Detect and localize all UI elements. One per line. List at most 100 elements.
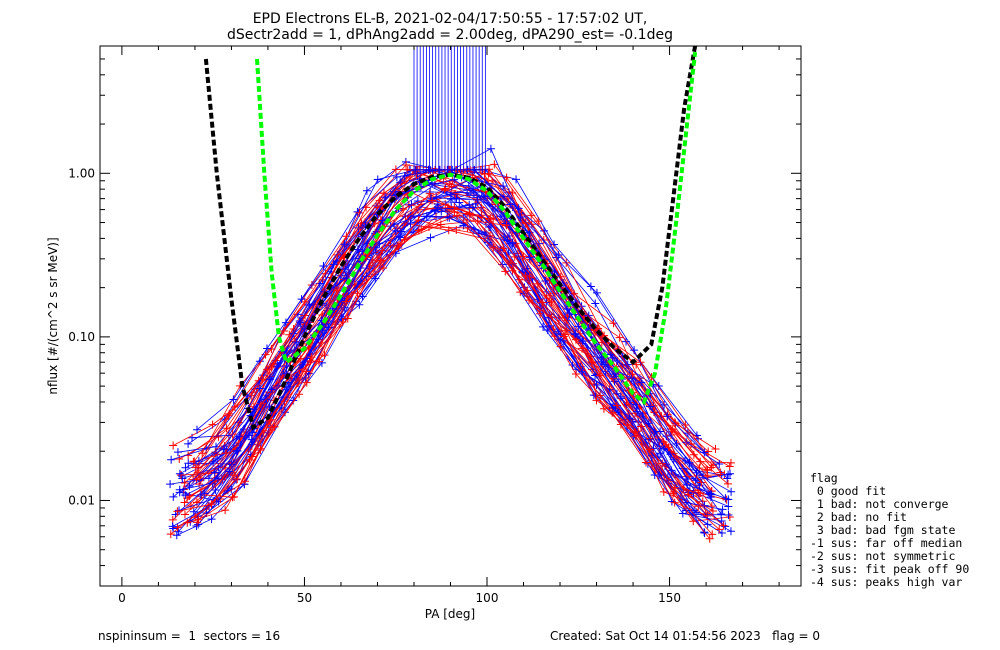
spectrum-trace: [198, 179, 712, 496]
legend-entry: 0 good fit: [810, 484, 886, 498]
data-marker: [667, 466, 676, 475]
data-marker: [305, 300, 314, 309]
data-marker: [707, 502, 716, 511]
data-marker: [645, 402, 654, 411]
data-marker: [445, 180, 454, 189]
chart-title-line1: EPD Electrons EL-B, 2021-02-04/17:50:55 …: [253, 11, 648, 27]
data-marker: [185, 482, 194, 491]
footer-left: nspininsum = 1 sectors = 16: [98, 629, 280, 643]
data-marker: [655, 471, 664, 480]
data-marker: [724, 511, 733, 520]
y-axis: 0.01 0.10 1.00: [68, 45, 801, 587]
data-marker: [698, 497, 707, 506]
data-marker: [470, 165, 479, 174]
data-marker: [484, 169, 493, 178]
data-marker: [433, 203, 442, 212]
spectrum-trace: [171, 169, 720, 465]
data-marker: [724, 502, 733, 511]
legend-entry: 2 bad: no fit: [810, 510, 907, 524]
data-marker: [180, 510, 189, 519]
data-marker: [725, 512, 734, 521]
data-marker: [167, 455, 176, 464]
data-marker: [235, 432, 244, 441]
legend-entry: -3 sus: fit peak off 90: [810, 562, 969, 576]
data-marker: [173, 448, 182, 457]
data-marker: [468, 184, 477, 193]
data-marker: [642, 458, 651, 467]
data-marker: [689, 450, 698, 459]
data-marker: [654, 382, 663, 391]
data-marker: [362, 186, 371, 195]
data-marker: [209, 458, 218, 467]
data-marker: [396, 227, 405, 236]
data-marker: [196, 490, 205, 499]
x-axis: 0 50 100 150: [118, 46, 780, 605]
data-marker: [256, 444, 265, 453]
data-marker: [491, 204, 500, 213]
data-marker: [612, 401, 621, 410]
data-marker: [302, 378, 311, 387]
data-marker: [692, 508, 701, 517]
data-marker: [541, 276, 550, 285]
data-marker: [563, 304, 572, 313]
data-marker: [608, 353, 617, 362]
data-marker: [633, 407, 642, 416]
data-marker: [609, 319, 618, 328]
data-marker: [282, 361, 291, 370]
legend-entry: -2 sus: not symmetric: [810, 549, 955, 563]
data-marker: [168, 522, 177, 531]
data-marker: [376, 257, 385, 266]
data-marker: [221, 506, 230, 515]
data-marker: [173, 507, 182, 516]
data-marker: [224, 411, 233, 420]
data-marker: [281, 318, 290, 327]
x-tick-label: 50: [297, 591, 312, 605]
data-marker: [516, 212, 525, 221]
data-marker: [723, 474, 732, 483]
data-layer: [166, 46, 736, 543]
data-marker: [592, 288, 601, 297]
data-marker: [379, 264, 388, 273]
data-marker: [704, 447, 713, 456]
data-marker: [534, 217, 543, 226]
data-marker: [221, 448, 230, 457]
legend-entry: -1 sus: far off median: [810, 536, 962, 550]
spectrum-trace: [184, 189, 699, 503]
data-marker: [550, 240, 559, 249]
data-marker: [417, 225, 426, 234]
data-marker: [180, 478, 189, 487]
data-marker: [506, 200, 515, 209]
data-marker: [508, 238, 517, 247]
data-marker: [670, 498, 679, 507]
data-marker: [702, 465, 711, 474]
data-marker: [463, 216, 472, 225]
data-marker: [192, 498, 201, 507]
data-marker: [375, 196, 384, 205]
data-marker: [711, 444, 720, 453]
data-marker: [715, 525, 724, 534]
data-marker: [191, 513, 200, 522]
data-marker: [725, 462, 734, 471]
data-marker: [485, 215, 494, 224]
data-marker: [263, 365, 272, 374]
data-marker: [630, 346, 639, 355]
data-marker: [474, 229, 483, 238]
data-marker: [717, 509, 726, 518]
data-marker: [726, 527, 735, 536]
data-marker: [229, 395, 238, 404]
data-marker: [353, 289, 362, 298]
data-marker: [527, 220, 536, 229]
data-marker: [708, 507, 717, 516]
data-marker: [718, 505, 727, 514]
data-marker: [188, 433, 197, 442]
data-marker: [219, 444, 228, 453]
data-marker: [486, 144, 495, 153]
data-marker: [650, 408, 659, 417]
data-marker: [228, 493, 237, 502]
data-marker: [233, 475, 242, 484]
y-axis-label: nflux [#/(cm^2 s sr MeV)]: [46, 237, 60, 394]
data-marker: [262, 344, 271, 353]
data-marker: [616, 392, 625, 401]
data-marker: [599, 404, 608, 413]
data-marker: [189, 457, 198, 466]
